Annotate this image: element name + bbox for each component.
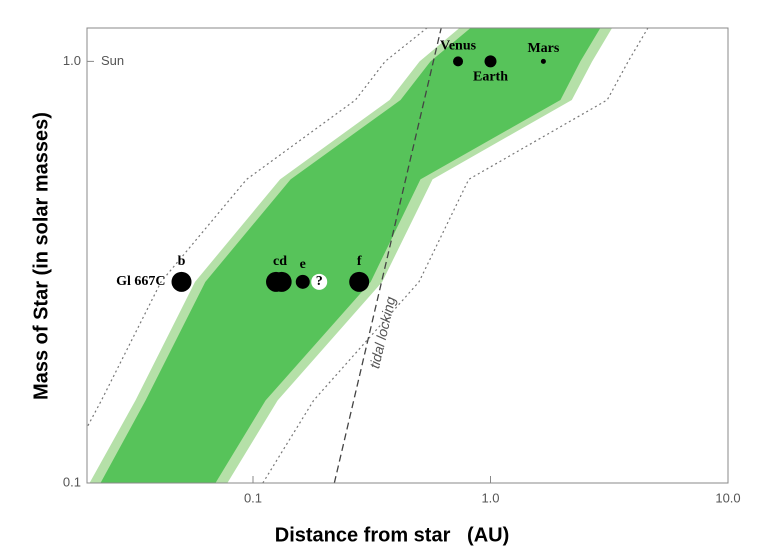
- planet: [540, 58, 546, 64]
- tidal-locking-label: tidal locking: [366, 295, 398, 370]
- y-tick-label: 1.0: [63, 53, 81, 68]
- planet: [484, 55, 497, 68]
- zone-limit-line: [262, 28, 649, 483]
- habitable-zone-band: [100, 28, 601, 483]
- planet-label: f: [357, 254, 362, 269]
- tidal-locking-line: [333, 28, 442, 483]
- zones: [87, 28, 649, 483]
- planet: [271, 271, 292, 292]
- planet: [171, 271, 192, 292]
- y-axis-label: Mass of Star (in solar masses): [30, 112, 52, 400]
- planet-label: Earth: [473, 70, 508, 85]
- reference-label: Sun: [101, 53, 124, 68]
- planet: [295, 274, 310, 289]
- planet: [349, 271, 370, 292]
- planet-label: e: [300, 257, 306, 272]
- planet-label: Venus: [440, 39, 477, 54]
- planet-label: b: [178, 254, 186, 269]
- y-tick-label: 0.1: [63, 474, 81, 489]
- x-tick-label: 0.1: [244, 490, 262, 505]
- x-axis-label: Distance from star (AU): [275, 524, 510, 546]
- x-tick-label: 10.0: [715, 490, 740, 505]
- planet-label: cd: [273, 254, 287, 269]
- planet-label: Mars: [527, 41, 559, 56]
- planet-label: ?: [316, 274, 323, 289]
- x-tick-label: 1.0: [481, 490, 499, 505]
- planet: [453, 56, 464, 67]
- planet: [311, 273, 328, 290]
- plot-frame: [86, 27, 729, 484]
- system-label: Gl 667C: [116, 274, 165, 289]
